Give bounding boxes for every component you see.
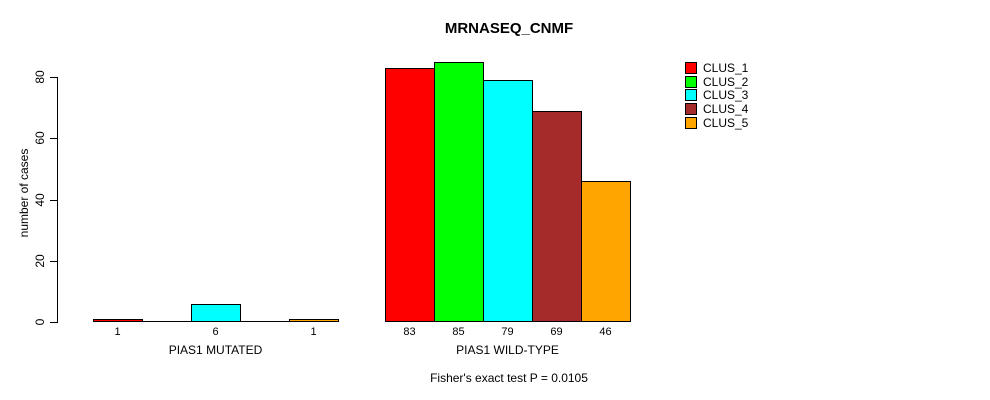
bar-value-label-clus-1-pias1-wild-type: 83 [403,326,416,338]
y-tick-40 [50,199,57,201]
bar-value-label-clus-2-pias1-wild-type: 85 [452,326,465,338]
y-axis-title: number of cases [17,148,31,238]
y-tick-label-40: 40 [33,192,47,207]
y-tick-label-0: 0 [33,318,47,326]
x-axis-label-pias1-mutated: PIAS1 MUTATED [168,343,263,357]
bar-value-label-clus-4-pias1-wild-type: 69 [550,326,563,338]
legend-entry-clus_2: CLUS_2 [685,75,748,89]
y-tick-80 [50,77,57,78]
legend-label-clus_3: CLUS_3 [703,88,749,103]
legend-entry-clus_1: CLUS_1 [685,61,748,75]
legend-entry-clus_5: CLUS_5 [685,116,748,130]
bar-clus-2-pias1-mutated-zero [142,321,192,322]
legend-swatch-clus_3 [685,89,697,102]
legend-swatch-clus_4 [685,102,697,115]
legend-label-clus_1: CLUS_1 [703,60,749,75]
bar-clus-5-pias1-wild-type [581,181,631,322]
bar-clus-2-pias1-wild-type [434,62,484,322]
bar-clus-1-pias1-wild-type [385,68,435,322]
legend-swatch-clus_5 [685,116,697,129]
bar-clus-4-pias1-mutated-zero [240,321,290,322]
y-tick-60 [50,138,57,140]
legend-swatch-clus_1 [685,61,697,74]
legend-entry-clus_3: CLUS_3 [685,88,748,102]
legend: CLUS_1 CLUS_2 CLUS_3 CLUS_4 CLUS_5 [685,61,748,130]
y-tick-label-20: 20 [33,254,47,268]
bar-clus-1-pias1-mutated [93,319,143,322]
bar-value-label-clus-5-pias1-mutated: 1 [310,326,317,338]
legend-swatch-clus_2 [685,75,697,88]
x-axis-label-pias1-wild-type: PIAS1 WILD-TYPE [456,343,559,357]
legend-label-clus_4: CLUS_4 [703,101,749,116]
y-tick-label-80: 80 [33,70,47,84]
fisher-test-subtitle: Fisher's exact test P = 0.0105 [430,371,588,385]
chart-title: MRNASEQ_CNMF [444,20,574,37]
bar-clus-4-pias1-wild-type [532,111,582,322]
y-tick-20 [50,260,57,262]
y-tick-0 [50,322,57,323]
legend-label-clus_2: CLUS_2 [703,74,749,89]
bar-value-label-clus-3-pias1-wild-type: 79 [501,326,514,338]
bar-value-label-clus-1-pias1-mutated: 1 [114,326,121,338]
legend-entry-clus_4: CLUS_4 [685,102,748,116]
y-tick-label-60: 60 [33,131,47,145]
bar-clus-3-pias1-wild-type [483,80,533,322]
bar-value-label-clus-5-pias1-wild-type: 46 [599,326,612,338]
bar-value-label-clus-3-pias1-mutated: 6 [212,326,219,338]
legend-label-clus_5: CLUS_5 [703,115,749,130]
bar-clus-3-pias1-mutated [191,304,241,322]
bar-clus-5-pias1-mutated [289,319,339,322]
y-axis-line [57,77,58,323]
